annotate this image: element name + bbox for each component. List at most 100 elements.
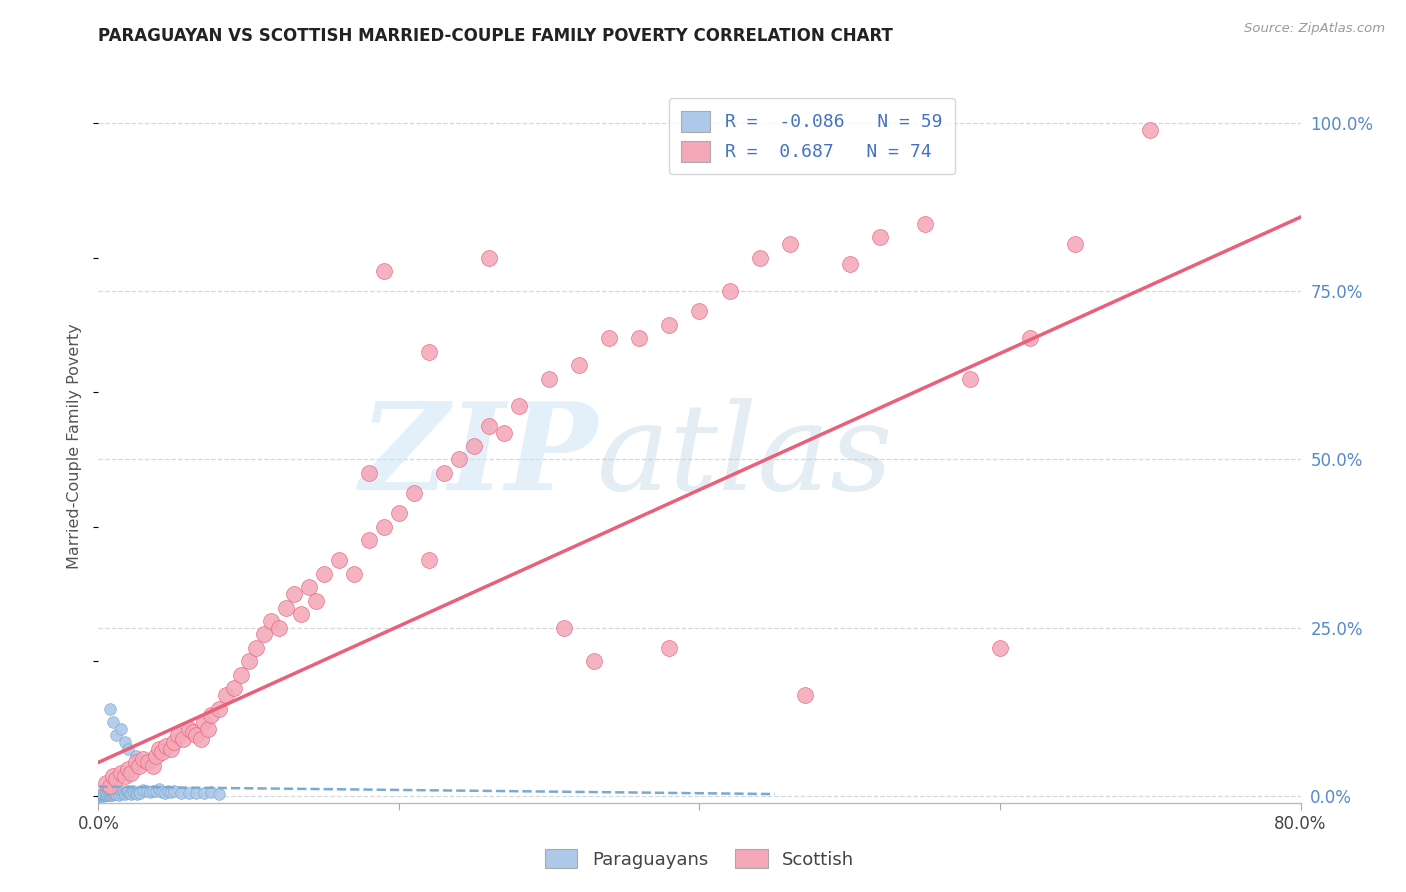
Point [478,418,501,433]
Point [145,784,167,798]
Point [658,318,681,332]
Point [100,701,122,715]
Point [162,735,184,749]
Point [110,722,132,736]
Point [148,742,170,756]
Point [184,729,207,743]
Point [508,399,530,413]
Point [111,784,134,798]
Point [89,789,111,803]
Point [172,731,194,746]
Point [418,344,440,359]
Point [170,786,193,800]
Point [103,786,125,800]
Point [463,439,485,453]
Point [107,785,129,799]
Point [141,783,163,797]
Point [388,506,411,520]
Point [94,788,117,802]
Point [90,789,112,803]
Point [312,566,335,581]
Point [96,787,118,801]
Point [200,785,222,799]
Point [197,722,219,736]
Point [117,742,139,756]
Point [568,358,591,372]
Point [159,785,181,799]
Point [125,786,148,800]
Point [122,784,145,798]
Text: Source: ZipAtlas.com: Source: ZipAtlas.com [1244,22,1385,36]
Point [190,731,212,746]
Point [115,785,138,799]
Point [128,758,150,772]
Point [103,787,125,801]
Point [447,452,470,467]
Point [94,775,117,789]
Point [114,769,136,783]
Point [276,600,298,615]
Point [200,708,222,723]
Point [112,786,135,800]
Point [128,785,150,799]
Point [94,786,117,800]
Point [689,304,711,318]
Point [124,786,146,800]
Point [193,714,215,729]
Point [283,587,305,601]
Point [267,621,290,635]
Point [838,257,860,271]
Point [159,742,181,756]
Point [260,614,283,628]
Point [117,786,139,800]
Point [253,627,276,641]
Point [87,789,110,803]
Point [114,735,136,749]
Point [357,533,380,548]
Point [100,786,122,800]
Point [245,640,267,655]
Text: atlas: atlas [598,398,894,516]
Point [193,786,215,800]
Point [290,607,312,622]
Point [108,788,131,802]
Point [373,520,395,534]
Point [959,372,981,386]
Point [1064,237,1087,252]
Point [914,217,936,231]
Point [869,230,891,244]
Point [184,786,207,800]
Point [553,621,575,635]
Point [433,466,456,480]
Point [305,594,328,608]
Text: ZIP: ZIP [359,398,598,516]
Point [208,701,231,715]
Point [1019,331,1042,345]
Point [181,725,204,739]
Point [104,786,127,800]
Point [103,784,125,798]
Point [129,786,152,800]
Point [1139,122,1161,136]
Point [132,783,155,797]
Point [87,789,110,803]
Point [97,786,120,800]
Point [373,264,395,278]
Point [167,729,190,743]
Point [238,655,260,669]
Point [628,331,651,345]
Point [103,769,125,783]
Point [208,787,231,801]
Point [748,251,770,265]
Point [145,748,167,763]
Point [103,714,125,729]
Point [93,789,115,803]
Point [793,688,815,702]
Point [141,758,163,772]
Point [91,789,114,803]
Point [96,789,118,803]
Point [156,784,179,798]
Point [90,787,112,801]
Point [162,784,184,798]
Point [132,752,155,766]
